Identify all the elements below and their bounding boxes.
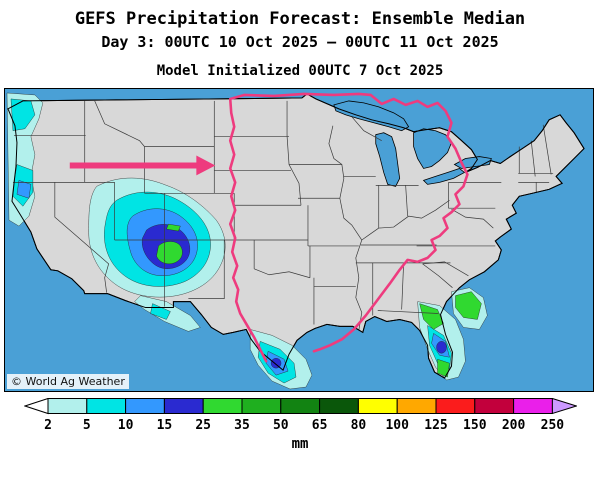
precip-25mm-atlantic (455, 291, 482, 320)
precip-15mm-texas-spot (270, 358, 282, 369)
forecast-map: © World Ag Weather (4, 88, 594, 392)
colorbar-unit-label: mm (291, 436, 309, 452)
precip-25mm-florida-north (419, 303, 444, 330)
svg-text:65: 65 (311, 418, 327, 433)
svg-text:150: 150 (463, 418, 487, 433)
precip-25mm-utah-dash (166, 223, 181, 232)
svg-text:100: 100 (385, 418, 409, 433)
svg-text:200: 200 (501, 418, 525, 433)
lake-erie (422, 168, 466, 185)
svg-text:5: 5 (82, 418, 90, 433)
precip-25mm-florida-tip (437, 358, 450, 378)
svg-text:2: 2 (44, 418, 52, 433)
highlight-region-contour (228, 92, 469, 363)
svg-text:10: 10 (117, 418, 133, 433)
map-canvas (5, 89, 593, 391)
precip-15mm-florida-spot (436, 341, 447, 354)
coastline-outline (7, 93, 585, 379)
model-init-line: Model Initialized 00UTC 7 Oct 2025 (156, 63, 444, 79)
valid-period-subtitle: Day 3: 00UTC 10 Oct 2025 — 00UTC 11 Oct … (101, 33, 499, 51)
flow-arrow (69, 155, 216, 176)
svg-text:25: 25 (195, 418, 211, 433)
precip-25mm-utah-max (156, 241, 183, 265)
precip-10mm-norcal-spot (16, 180, 32, 199)
svg-text:250: 250 (540, 418, 564, 433)
colorbar: 2 5 10 15 25 35 50 65 80 100 125 150 200 250 (0, 397, 600, 438)
precipitation-areas (6, 92, 488, 390)
svg-text:35: 35 (234, 418, 250, 433)
lake-huron (413, 128, 452, 169)
svg-text:15: 15 (156, 418, 172, 433)
watermark: © World Ag Weather (7, 374, 129, 389)
page-title: GEFS Precipitation Forecast: Ensemble Me… (74, 9, 526, 29)
great-lakes (333, 100, 492, 187)
lake-michigan (375, 132, 401, 187)
state-borders (12, 100, 554, 331)
svg-text:80: 80 (350, 418, 366, 433)
svg-text:125: 125 (424, 418, 447, 433)
svg-text:50: 50 (272, 418, 288, 433)
colorbar-scale: 2 5 10 15 25 35 50 65 80 100 125 150 200 250 (22, 397, 578, 433)
